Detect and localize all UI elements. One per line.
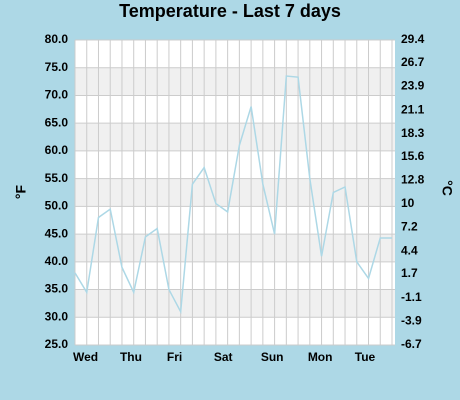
y-tick-label: 30.0 <box>45 309 69 323</box>
x-tick-label: Thu <box>120 350 142 364</box>
y2-tick-label: 26.7 <box>401 55 425 69</box>
grid-band <box>75 234 395 262</box>
grid-band <box>75 289 395 318</box>
y-tick-label: 40.0 <box>45 254 69 268</box>
x-tick-label: Wed <box>73 350 98 364</box>
y-tick-label: 50.0 <box>45 199 69 213</box>
y-tick-label: 70.0 <box>45 88 69 102</box>
y2-tick-label: 4.4 <box>401 243 418 257</box>
x-tick-label: Sat <box>214 350 233 364</box>
y-tick-label: 45.0 <box>45 226 69 240</box>
y2-tick-label: 1.7 <box>401 266 418 280</box>
grid-band <box>75 178 395 207</box>
y2-axis-label: °C <box>439 180 455 196</box>
y-tick-label: 80.0 <box>45 32 69 46</box>
x-tick-label: Sun <box>261 350 284 364</box>
x-tick-label: Mon <box>308 350 333 364</box>
y-tick-label: 55.0 <box>45 171 69 185</box>
chart-title: Temperature - Last 7 days <box>119 1 341 21</box>
x-tick-label: Tue <box>355 350 376 364</box>
y2-tick-label: 23.9 <box>401 79 425 93</box>
y2-tick-label: 12.8 <box>401 172 425 186</box>
y2-tick-label: 21.1 <box>401 102 425 116</box>
y-tick-label: 25.0 <box>45 337 69 351</box>
y2-tick-label: -6.7 <box>401 337 422 351</box>
y-tick-label: 65.0 <box>45 115 69 129</box>
grid-band <box>75 67 395 96</box>
data-line <box>74 75 392 315</box>
y2-tick-label: 18.3 <box>401 126 425 140</box>
x-tick-label: Fri <box>167 350 182 364</box>
y-tick-label: 60.0 <box>45 143 69 157</box>
y2-tick-label: -3.9 <box>401 314 422 328</box>
y2-tick-label: 29.4 <box>401 32 425 46</box>
y-tick-label: 35.0 <box>45 282 69 296</box>
y-tick-label: 75.0 <box>45 60 69 74</box>
y2-tick-label: 10 <box>401 196 415 210</box>
y2-tick-label: 15.6 <box>401 149 425 163</box>
y2-tick-label: 7.2 <box>401 220 418 234</box>
y-axis-label: °F <box>13 184 29 199</box>
grid-band <box>75 123 395 151</box>
y2-tick-label: -1.1 <box>401 290 422 304</box>
